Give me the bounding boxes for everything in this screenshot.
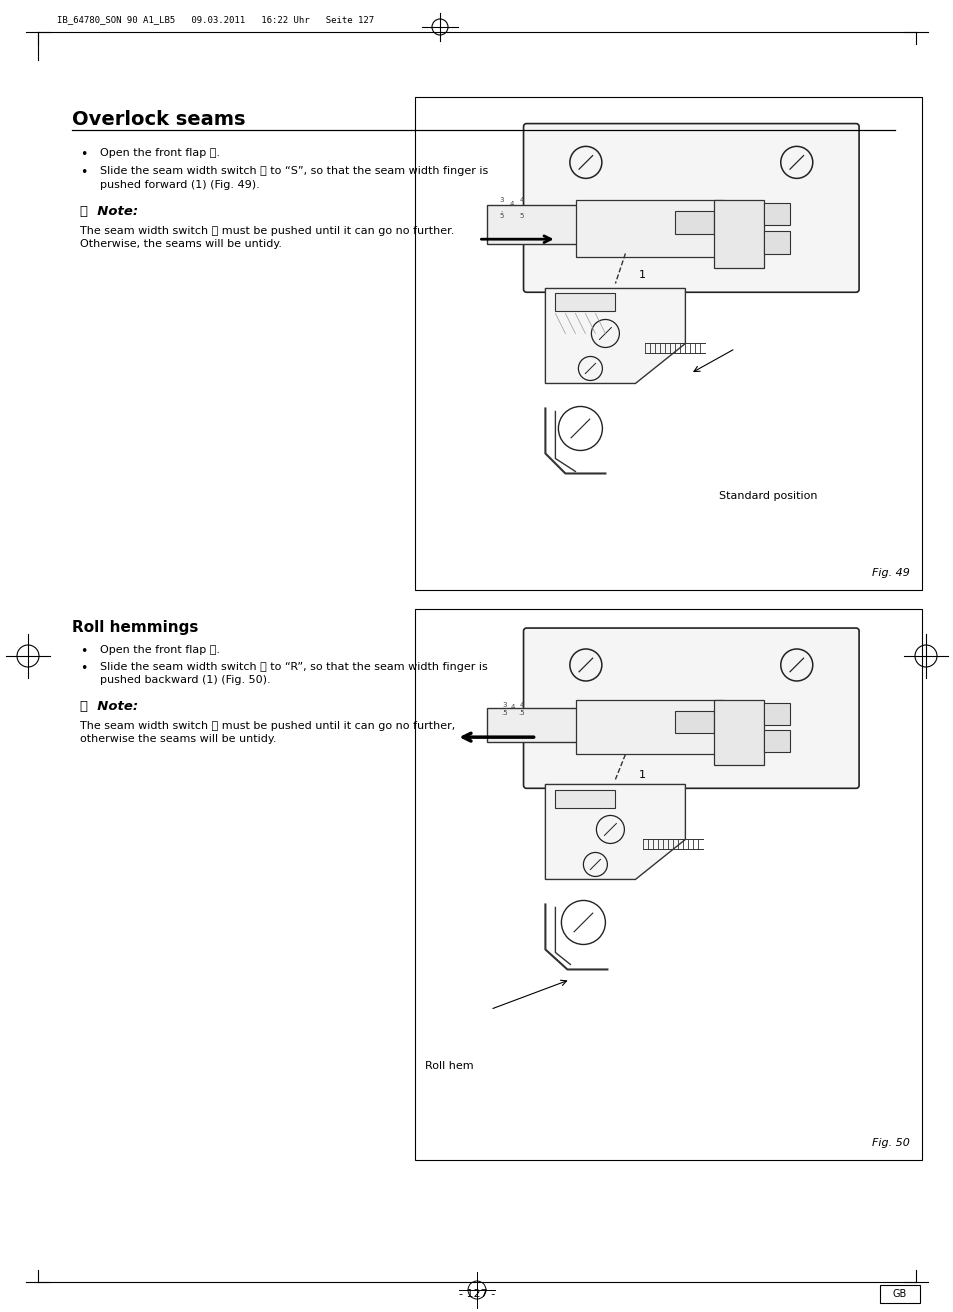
Text: Roll hemmings: Roll hemmings [71,621,198,635]
Text: Slide the seam width switch ⑭ to “S”, so that the seam width finger is: Slide the seam width switch ⑭ to “S”, so… [100,167,488,176]
Bar [576,199,723,257]
Text: ⓘ  Note:: ⓘ Note: [80,701,138,712]
Polygon shape [545,289,684,383]
Text: •: • [80,646,88,659]
Text: .: . [500,207,502,213]
FancyBboxPatch shape [523,123,859,293]
Bar [415,97,921,590]
Text: 1: 1 [638,770,645,779]
Text: •: • [80,663,88,674]
Text: 4: 4 [509,201,513,207]
Text: IB_64780_SON 90 A1_LB5   09.03.2011   16:22 Uhr   Seite 127: IB_64780_SON 90 A1_LB5 09.03.2011 16:22 … [57,14,374,24]
Polygon shape [545,785,684,879]
Bar [763,202,789,226]
Text: Overlock seams: Overlock seams [71,110,245,129]
Text: 4: 4 [518,197,523,202]
Bar [763,703,789,724]
Text: .5: .5 [500,710,507,716]
Text: 4: 4 [510,705,515,710]
Text: Fig. 50: Fig. 50 [871,1138,909,1148]
Text: .5: .5 [517,710,524,716]
Text: otherwise the seams will be untidy.: otherwise the seams will be untidy. [80,733,276,744]
Bar [674,711,714,733]
Text: GB: GB [892,1288,906,1299]
Bar [555,790,615,808]
Text: 5: 5 [518,213,523,219]
Text: Fig. 49: Fig. 49 [871,568,909,579]
Text: 1: 1 [638,270,645,279]
Bar [486,205,576,244]
Text: 3: 3 [502,702,506,708]
Text: The seam width switch ⑭ must be pushed until it can go no further,: The seam width switch ⑭ must be pushed u… [80,722,455,731]
Text: Otherwise, the seams will be untidy.: Otherwise, the seams will be untidy. [80,239,282,249]
Text: The seam width switch ⑭ must be pushed until it can go no further.: The seam width switch ⑭ must be pushed u… [80,226,454,236]
Text: Roll hem: Roll hem [424,1061,473,1071]
Bar [674,211,714,234]
Bar [714,701,763,765]
Bar [714,199,763,268]
Bar [415,609,921,1160]
Text: Open the front flap ⓙ.: Open the front flap ⓙ. [100,646,220,655]
Text: Open the front flap ⓙ.: Open the front flap ⓙ. [100,148,220,157]
Text: ⓘ  Note:: ⓘ Note: [80,205,138,218]
Bar [576,701,723,754]
Text: •: • [80,148,88,161]
Text: pushed backward (1) (Fig. 50).: pushed backward (1) (Fig. 50). [100,674,271,685]
Text: - 127 -: - 127 - [458,1288,495,1299]
Text: 3: 3 [498,197,503,202]
Bar [555,294,615,311]
Text: •: • [80,167,88,178]
Text: pushed forward (1) (Fig. 49).: pushed forward (1) (Fig. 49). [100,180,259,190]
Text: Slide the seam width switch ⑭ to “R”, so that the seam width finger is: Slide the seam width switch ⑭ to “R”, so… [100,663,487,672]
Bar [763,231,789,255]
Bar [763,731,789,752]
FancyBboxPatch shape [523,628,859,789]
Bar [879,1284,919,1303]
Text: Standard position: Standard position [719,492,817,501]
Bar [486,708,576,743]
Text: 4: 4 [518,702,523,708]
Text: 5: 5 [498,213,503,219]
